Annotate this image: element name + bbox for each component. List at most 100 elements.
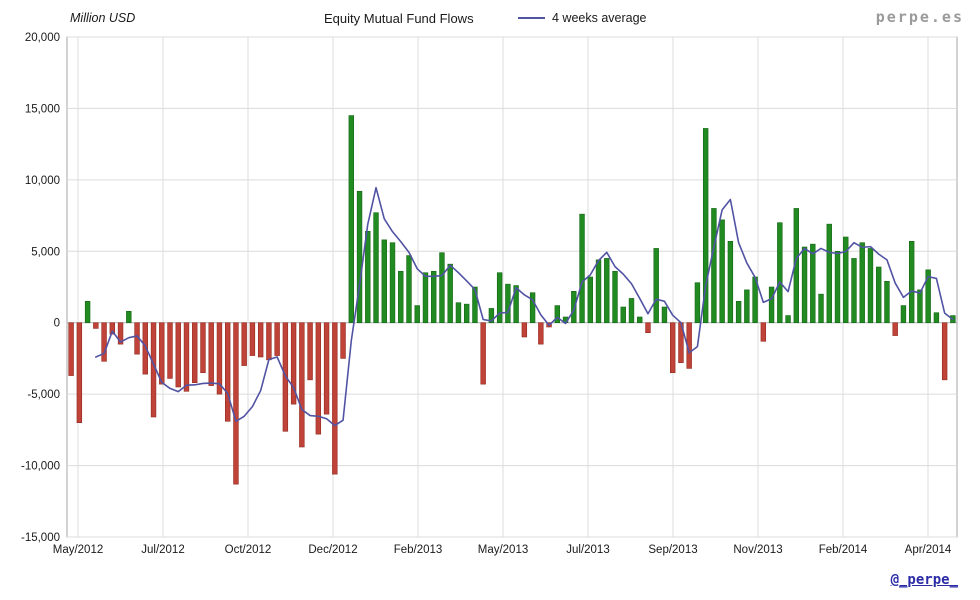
bar — [801, 246, 808, 324]
bar — [257, 322, 264, 358]
x-tick-label: Oct/2012 — [225, 544, 272, 556]
bar — [249, 322, 256, 356]
bar — [876, 266, 882, 324]
bar — [175, 322, 181, 388]
bar — [818, 293, 824, 324]
x-tick-labels: May/2012 Jul/2012 Oct/2012 Dec/2012 Feb/2013… — [53, 544, 952, 556]
bar — [216, 322, 223, 395]
bar — [587, 276, 593, 324]
bar — [744, 289, 750, 324]
average-line — [95, 186, 954, 427]
bar — [389, 242, 396, 324]
bar — [323, 322, 330, 415]
bar — [76, 322, 83, 424]
bar — [307, 322, 313, 381]
x-tick-label: Dec/2012 — [308, 544, 357, 556]
x-tick-label: May/2013 — [478, 544, 529, 556]
bar — [843, 236, 849, 324]
bar — [117, 322, 124, 345]
x-tick-label: Sep/2013 — [648, 544, 697, 556]
y-tick-label: -15,000 — [21, 532, 60, 544]
y-tick-label: 15,000 — [25, 103, 60, 115]
bar — [859, 242, 865, 324]
bar — [669, 322, 676, 374]
bar — [529, 292, 536, 324]
chart-title: Equity Mutual Fund Flows — [324, 11, 474, 26]
bar — [373, 212, 379, 324]
bar — [653, 248, 659, 324]
y-tick-label: 5,000 — [31, 246, 60, 258]
bar — [340, 322, 346, 359]
y-gridlines — [67, 36, 957, 538]
bar — [834, 250, 841, 324]
bar — [900, 305, 907, 324]
bar — [505, 283, 511, 324]
bar — [266, 322, 272, 361]
bar — [612, 270, 618, 324]
legend: 4 weeks average — [518, 11, 647, 25]
legend-line-swatch — [518, 17, 545, 19]
bar — [628, 298, 635, 324]
bar — [208, 322, 214, 386]
bar — [150, 322, 157, 418]
bar — [727, 240, 734, 324]
x-tick-label: Nov/2013 — [733, 544, 782, 556]
bar — [439, 252, 445, 324]
bar — [109, 322, 116, 335]
x-tick-label: May/2012 — [53, 544, 104, 556]
twitter-handle-link[interactable]: @_perpe_ — [890, 572, 958, 588]
bar — [68, 322, 74, 376]
x-tick-label: Apr/2014 — [905, 544, 952, 556]
bar — [941, 322, 948, 381]
bar — [472, 286, 478, 324]
bar — [315, 322, 322, 435]
y-tick-label: 10,000 — [25, 175, 60, 187]
bar — [867, 248, 874, 324]
bar — [768, 286, 775, 324]
bar — [892, 322, 898, 336]
bar — [826, 223, 832, 324]
bar — [365, 230, 371, 324]
bar — [496, 272, 503, 324]
bar — [463, 303, 470, 324]
legend-average-label: 4 weeks average — [552, 11, 647, 25]
bar — [645, 322, 651, 334]
bar — [447, 263, 453, 324]
bar — [290, 322, 297, 405]
bar — [785, 315, 791, 324]
bar — [702, 128, 709, 324]
x-tick-label: Jul/2013 — [566, 544, 609, 556]
bar — [233, 322, 239, 485]
bar — [398, 270, 404, 324]
plot-area — [66, 36, 958, 538]
bar — [661, 306, 668, 324]
bar — [332, 322, 338, 475]
bar — [538, 322, 544, 345]
bar — [422, 272, 429, 324]
x-tick-label: Feb/2013 — [394, 544, 443, 556]
bar — [431, 270, 437, 324]
x-tick-label: Jul/2012 — [141, 544, 184, 556]
bar — [604, 258, 610, 324]
bar — [225, 322, 231, 422]
site-watermark: perpe.es — [875, 8, 964, 26]
bar — [554, 305, 561, 324]
bar — [455, 302, 462, 324]
bar — [579, 213, 585, 324]
y-tick-label: -5,000 — [27, 389, 60, 401]
bar — [299, 322, 305, 448]
bar — [414, 305, 420, 324]
bar — [925, 269, 931, 324]
bar — [513, 285, 519, 324]
bar — [760, 322, 767, 342]
bar — [488, 308, 495, 324]
bar — [851, 258, 857, 324]
bar — [933, 312, 940, 324]
bar — [521, 322, 528, 338]
bar — [167, 322, 173, 379]
bar — [777, 222, 783, 324]
bar — [348, 115, 355, 324]
bar — [571, 290, 577, 324]
